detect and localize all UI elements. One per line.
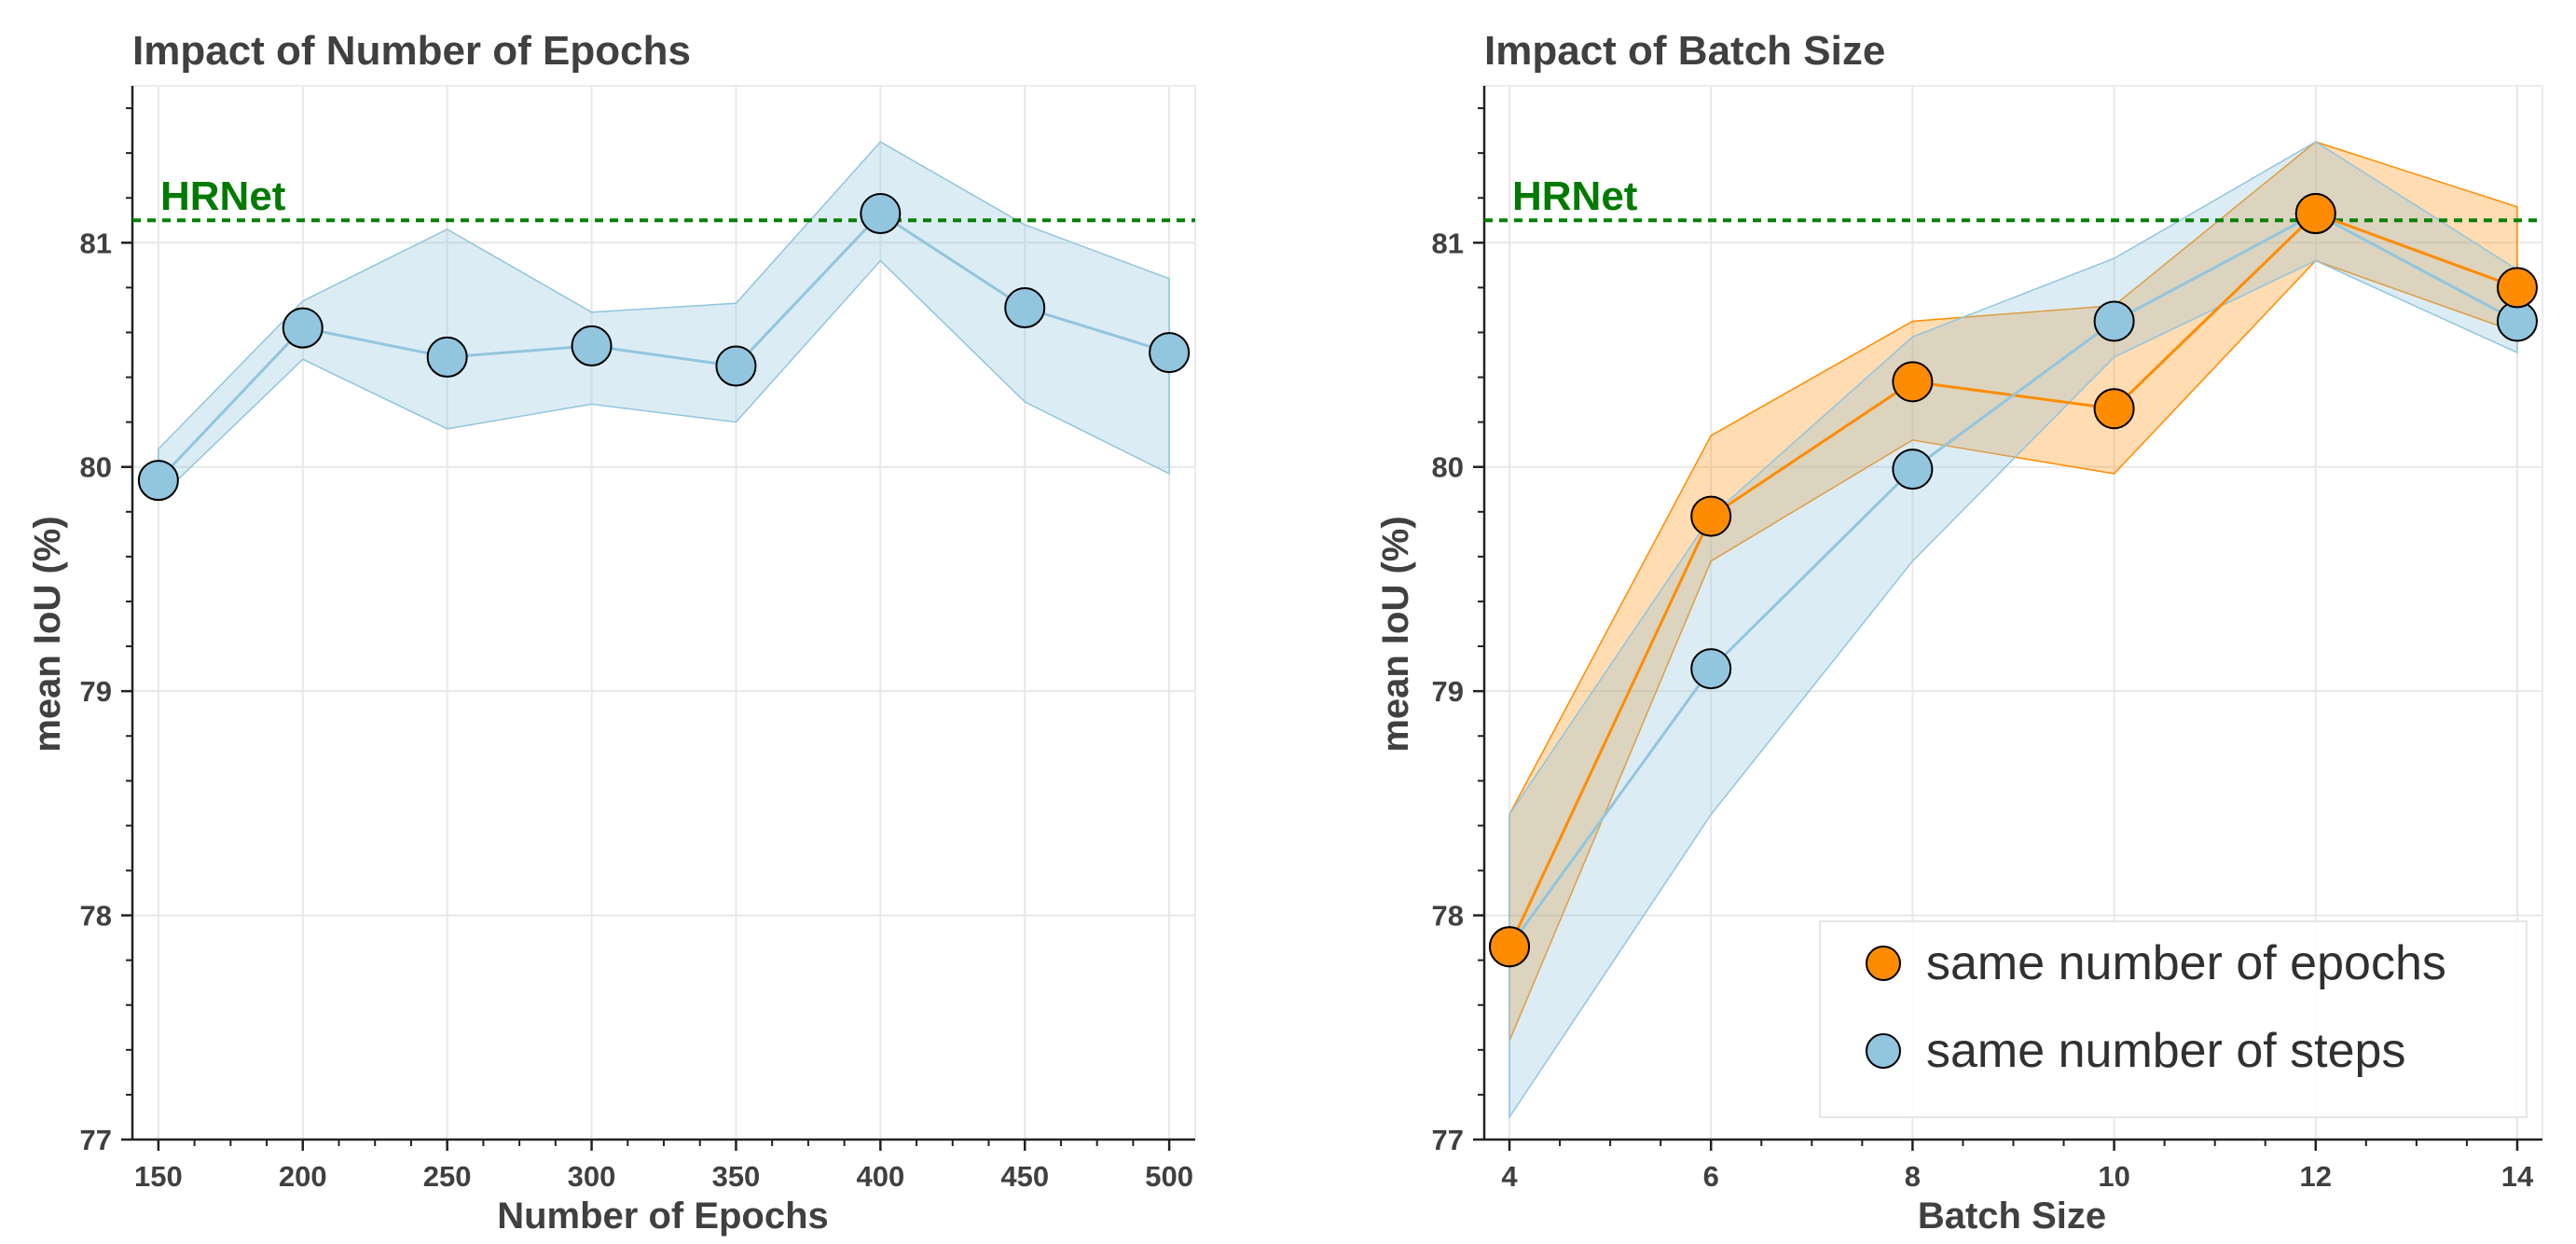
legend-box	[1819, 920, 2528, 1118]
chart-batch-size: 4 6 8 10 12 14 77 78 79 80 81 Impact of Batch Size…	[1375, 28, 2543, 1237]
confidence-band	[1508, 141, 2518, 1120]
data-point	[1892, 361, 1934, 403]
legend: same number of epochs same number of ste…	[1819, 920, 2528, 1118]
data-point	[860, 193, 902, 235]
chart-epochs: 150 200 250 300 350 400 450 500 77 78 79 80 81 Impac…	[27, 28, 1196, 1237]
data-point	[1892, 449, 1934, 491]
x-tick-label: 450	[1000, 1160, 1049, 1193]
y-tick-label: 81	[1432, 227, 1464, 259]
data-point	[571, 325, 613, 366]
y-tick-label: 80	[80, 451, 112, 484]
legend-label-epochs: same number of epochs	[1926, 936, 2446, 990]
x-tick-label: 250	[423, 1160, 472, 1193]
y-tick-label: 78	[80, 900, 112, 933]
x-tick-label: 12	[2300, 1160, 2332, 1193]
y-tick-label: 79	[80, 675, 112, 708]
legend-marker-steps	[1866, 1033, 1901, 1069]
data-point	[1690, 495, 1732, 537]
x-tick-label: 150	[134, 1160, 183, 1193]
y-tick-label: 79	[1432, 675, 1464, 708]
data-point	[1690, 648, 1732, 690]
x-tick-label: 4	[1501, 1160, 1518, 1193]
legend-marker-epochs	[1866, 946, 1901, 981]
y-tick-label: 78	[1432, 900, 1464, 933]
confidence-band	[158, 141, 1170, 501]
data-point	[2496, 267, 2538, 309]
plot-area: 150 200 250 300 350 400 450 500 77 78 79 80 81	[80, 85, 1196, 1193]
series-line	[1508, 212, 2518, 948]
x-tick-label: 6	[1703, 1160, 1719, 1193]
reference-label: HRNet	[160, 173, 286, 219]
data-point	[426, 336, 468, 378]
series-line	[157, 212, 1170, 482]
x-tick-label: 14	[2501, 1160, 2534, 1193]
data-point	[1489, 926, 1531, 968]
y-axis-label: mean IoU (%)	[27, 516, 68, 752]
reference-label: HRNet	[1512, 173, 1638, 219]
y-axis-label: mean IoU (%)	[1375, 516, 1416, 752]
x-tick-label: 10	[2098, 1160, 2129, 1193]
data-point	[2093, 300, 2135, 342]
chart-title: Impact of Batch Size	[1484, 28, 1885, 74]
data-point	[137, 460, 179, 502]
plot-area: 4 6 8 10 12 14 77 78 79 80 81	[1432, 85, 2543, 1193]
data-point	[282, 307, 324, 349]
data-point	[715, 345, 757, 387]
x-tick-label: 200	[279, 1160, 327, 1193]
x-axis-label: Batch Size	[1918, 1196, 2106, 1237]
data-point	[2294, 193, 2336, 235]
x-tick-label: 300	[568, 1160, 616, 1193]
x-tick-label: 8	[1905, 1160, 1921, 1193]
x-tick-label: 400	[856, 1160, 904, 1193]
data-point	[1004, 287, 1046, 329]
data-point	[2093, 388, 2135, 430]
y-tick-label: 81	[80, 227, 112, 259]
x-tick-label: 350	[712, 1160, 761, 1193]
x-tick-label: 500	[1145, 1160, 1193, 1193]
y-tick-label: 77	[80, 1124, 112, 1156]
data-point	[1149, 332, 1191, 374]
legend-label-steps: same number of steps	[1926, 1024, 2405, 1078]
x-axis-label: Number of Epochs	[497, 1196, 829, 1237]
y-tick-label: 80	[1432, 451, 1464, 484]
chart-title: Impact of Number of Epochs	[132, 28, 691, 74]
y-tick-label: 77	[1432, 1124, 1464, 1156]
